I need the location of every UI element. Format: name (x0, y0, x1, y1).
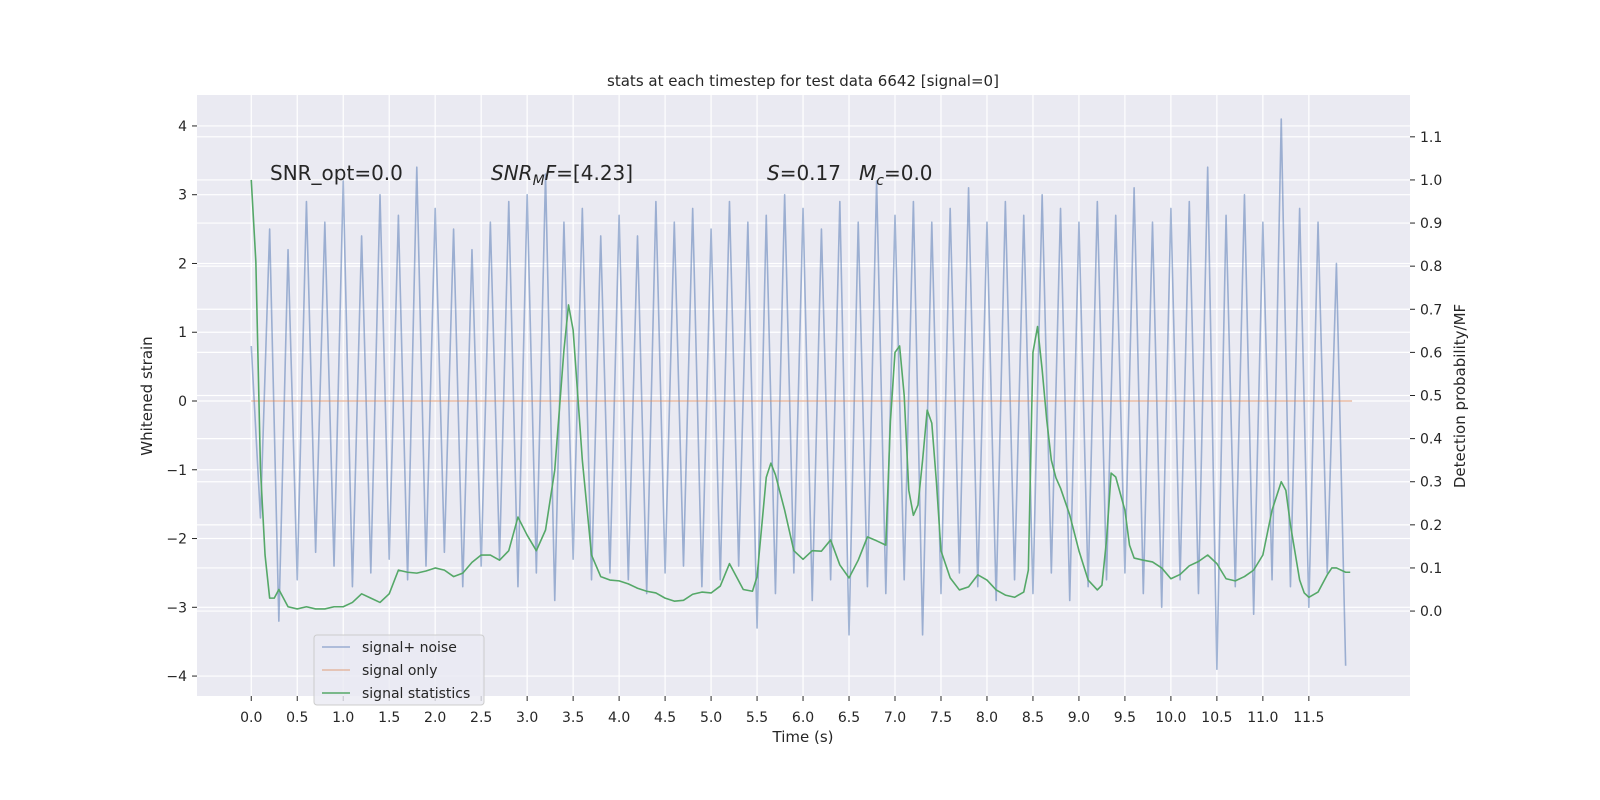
x-tick-label: 1.0 (332, 710, 354, 726)
marks (250, 118, 1353, 670)
annotation-part: M (859, 161, 876, 185)
y2-tick-label: 0.9 (1420, 216, 1442, 232)
annotation: S=0.17 (767, 161, 841, 185)
annotation-part: =0.17 (780, 161, 841, 185)
x-tick-label: 3.5 (562, 710, 584, 726)
y2-tick-label: 0.7 (1420, 302, 1442, 318)
x-tick-label: 2.5 (470, 710, 492, 726)
x-tick-label: 3.0 (516, 710, 538, 726)
y2-tick-label: 0.4 (1420, 432, 1442, 448)
annotation: SNR_opt=0.0 (270, 161, 403, 185)
legend-box (313, 634, 485, 706)
x-tick-label: 10.5 (1201, 710, 1232, 726)
y-tick-label: −3 (166, 600, 187, 616)
annotation: Mc=0.0 (859, 161, 933, 189)
y2-tick-label: 0.6 (1420, 345, 1442, 361)
x-tick-label: 11.0 (1247, 710, 1278, 726)
x-tick-label: 7.0 (884, 710, 906, 726)
y2-tick-label: 0.1 (1420, 561, 1442, 577)
annotation-part: c (876, 173, 884, 189)
legend-label: signal only (362, 663, 437, 679)
x-tick-label: 10.0 (1155, 710, 1186, 726)
annotation-part: M (533, 173, 545, 189)
y-tick-label: 1 (178, 325, 187, 341)
y2-tick-label: 0.3 (1420, 475, 1442, 491)
annotation-part: =[4.23] (556, 161, 633, 185)
annotation-part: S (767, 161, 780, 185)
y-tick-label: −4 (166, 669, 187, 685)
y-tick-label: −1 (166, 463, 187, 479)
annotation-part: SNR (491, 161, 533, 185)
y2-tick-label: 0.8 (1420, 259, 1442, 275)
y-tick-label: 2 (178, 256, 187, 272)
x-tick-label: 4.0 (608, 710, 630, 726)
x-tick-label: 6.5 (838, 710, 860, 726)
x-tick-label: 4.5 (654, 710, 676, 726)
y2-tick-label: 0.0 (1420, 604, 1442, 620)
x-tick-label: 1.5 (378, 710, 400, 726)
x-axis-label: Time (s) (772, 728, 834, 746)
x-tick-label: 9.0 (1068, 710, 1090, 726)
y-tick-label: 3 (178, 188, 187, 204)
chart-title: stats at each timestep for test data 664… (607, 72, 999, 90)
series-line (250, 118, 1347, 670)
x-tick-label: 0.0 (240, 710, 262, 726)
y-tick-label: 0 (178, 394, 187, 410)
y-tick-label: −2 (166, 532, 187, 548)
x-tick-label: 5.5 (746, 710, 768, 726)
x-tick-label: 6.0 (792, 710, 814, 726)
y-tick-label: 4 (178, 119, 187, 135)
annotation-part: =0.0 (884, 161, 933, 185)
x-tick-label: 5.0 (700, 710, 722, 726)
x-tick-label: 2.0 (424, 710, 446, 726)
annotation: SNRMF=[4.23] (491, 161, 633, 189)
legend-label: signal+ noise (362, 640, 457, 656)
x-tick-label: 8.5 (1022, 710, 1044, 726)
x-tick-label: 11.5 (1293, 710, 1324, 726)
y2-tick-label: 1.0 (1420, 173, 1442, 189)
y2-tick-label: 0.2 (1420, 518, 1442, 534)
annotation-part: SNR_opt=0.0 (270, 161, 403, 185)
series-line (250, 179, 1351, 610)
y-axis-label: Whitened strain (138, 336, 156, 455)
labels: 0.0 0.5 1.0 1.5 2.0 2.5 3.0 3.5 4.0 4.5 5.0 5.5 6.0 6… (166, 119, 1442, 726)
annotation-part: F (545, 161, 557, 185)
x-tick-label: 0.5 (286, 710, 308, 726)
legend-label: signal statistics (362, 686, 470, 702)
y2-tick-label: 0.5 (1420, 389, 1442, 405)
x-tick-label: 8.0 (976, 710, 998, 726)
x-tick-label: 7.5 (930, 710, 952, 726)
y2-axis-label: Detection probability/MF (1451, 304, 1469, 488)
x-tick-label: 9.5 (1114, 710, 1136, 726)
y2-tick-label: 1.1 (1420, 130, 1442, 146)
